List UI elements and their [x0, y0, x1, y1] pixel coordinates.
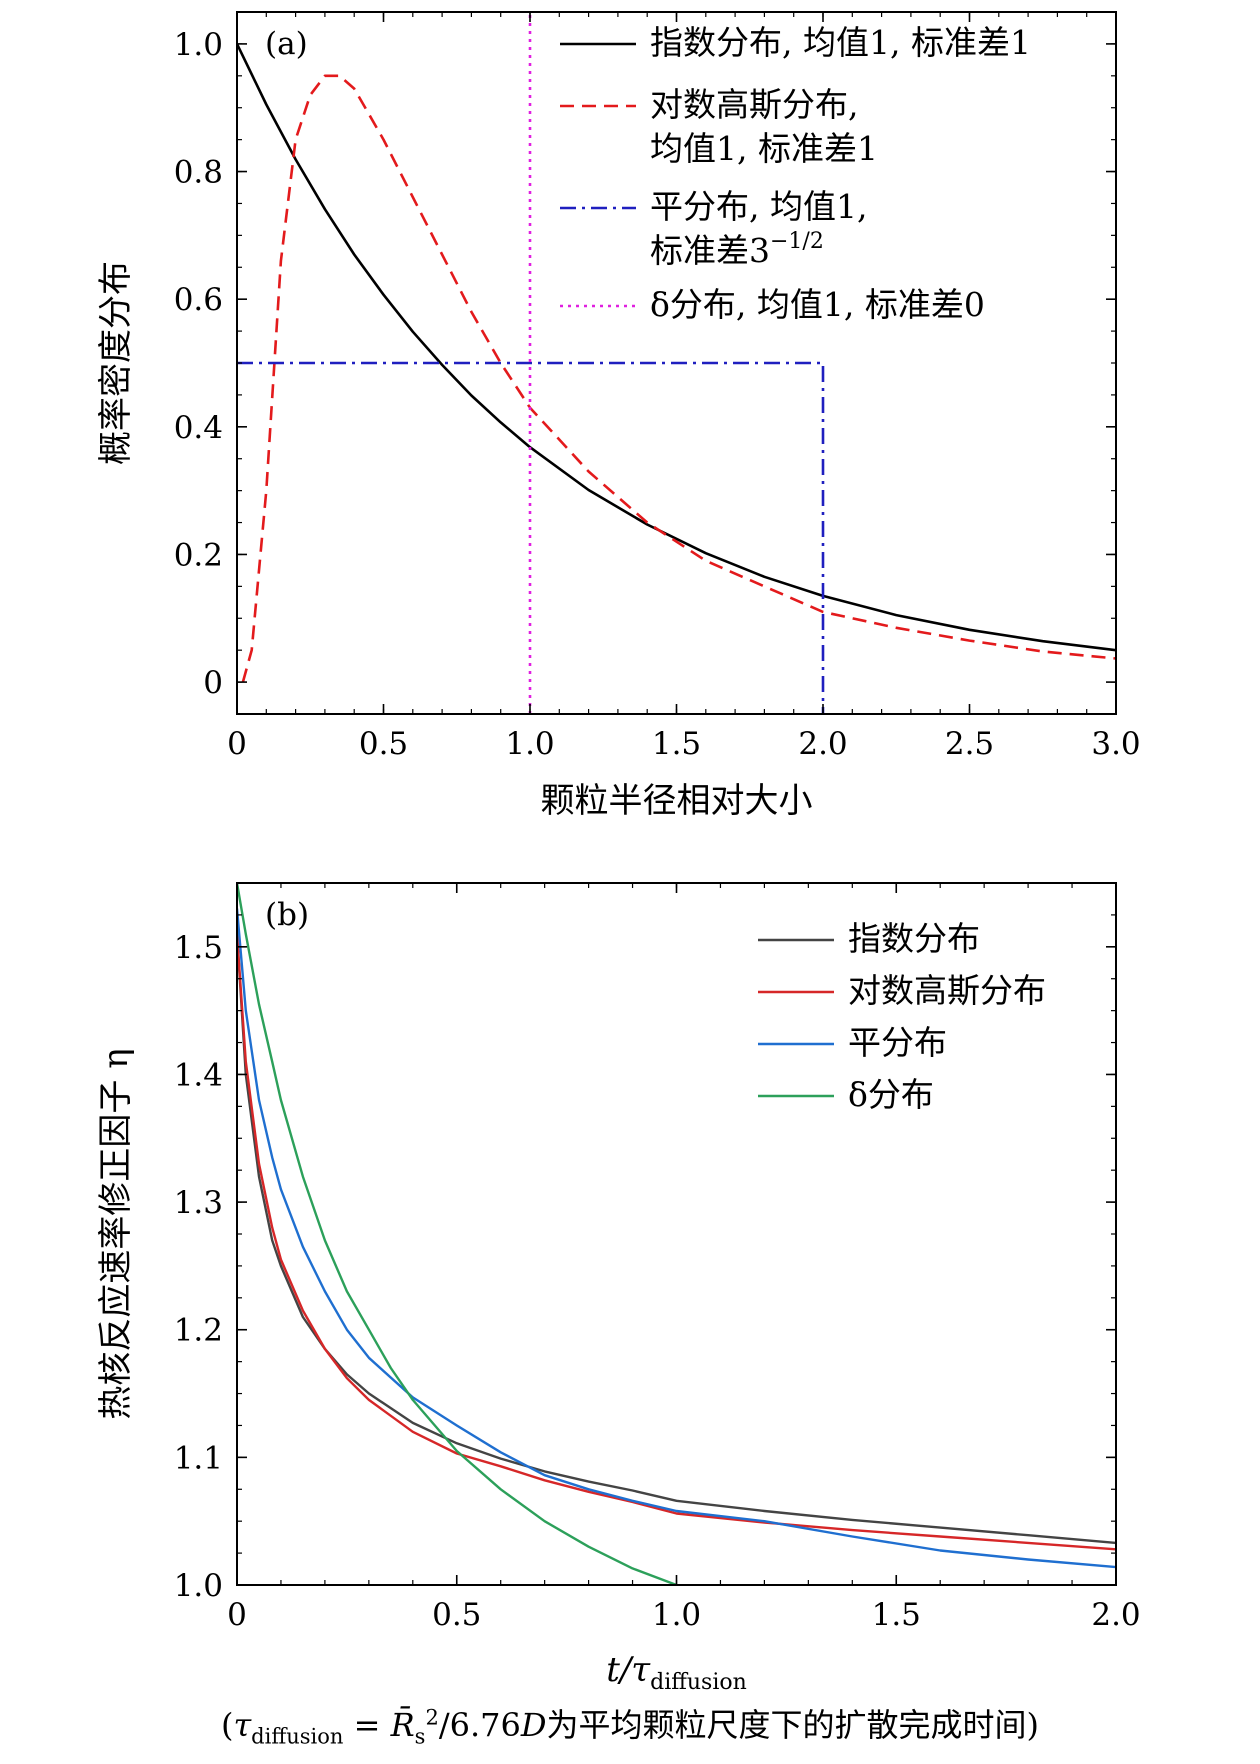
y-tick-label: 1.5 — [174, 930, 223, 966]
series-line-2 — [237, 361, 825, 714]
legend-label-3: δ分布 — [848, 1075, 934, 1114]
series-line-0 — [237, 934, 1116, 1545]
y-tick-label: 1.0 — [174, 1568, 223, 1604]
y-tick-label: 1.1 — [174, 1440, 223, 1476]
series-line-1 — [237, 934, 1116, 1551]
series-line-0 — [237, 43, 1116, 652]
x-tick-label: 1.0 — [505, 726, 554, 762]
panel-label: (b) — [265, 897, 309, 933]
series-line-2 — [237, 908, 1116, 1569]
x-tick-label: 0 — [227, 726, 247, 762]
legend-label-1: 对数高斯分布, — [650, 85, 859, 124]
figure-caption: (τdiffusion = R̄s2/6.76D为平均颗粒尺度下的扩散完成时间) — [0, 1700, 1260, 1748]
legend-sup: −1/2 — [770, 229, 824, 254]
legend-label-2: 平分布, 均值1, — [650, 187, 867, 226]
legend-label-0: 指数分布 — [848, 919, 980, 958]
x-axis-title-main: t/τ — [606, 1650, 651, 1690]
panel-b: 0 0.5 1.0 1.5 2.0 1.0 1.1 1.2 1.3 1.4 1.5 (b) 热核反应速率… — [96, 882, 1141, 1695]
y-tick-label: 0.8 — [174, 155, 223, 191]
x-tick-label: 0.5 — [359, 726, 408, 762]
x-tick-label: 1.0 — [652, 1597, 701, 1633]
x-tick-label: 3.0 — [1091, 726, 1140, 762]
caption-tau: τ — [233, 1706, 252, 1744]
y-axis-title: 概率密度分布 — [96, 261, 136, 465]
x-axis-title: t/τdiffusion — [606, 1650, 747, 1695]
y-tick-label: 0 — [203, 665, 223, 701]
legend-label-2: 标准差3−1/2 — [650, 229, 824, 270]
x-tick-label: 2.5 — [945, 726, 994, 762]
legend-label-1: 均值1, 标准差1 — [650, 129, 878, 168]
caption-open: ( — [220, 1706, 234, 1744]
caption-cn: 为平均颗粒尺度下的扩散完成时间) — [546, 1706, 1040, 1744]
caption-r-sub: s — [414, 1724, 426, 1749]
caption-rest: /6.76 — [438, 1706, 521, 1744]
caption-r-sup: 2 — [425, 1705, 439, 1730]
caption-d: D — [520, 1706, 547, 1744]
x-axis-title: 颗粒半径相对大小 — [541, 781, 813, 821]
y-tick-label: 1.0 — [174, 27, 223, 63]
caption-eq: = — [343, 1706, 391, 1744]
y-tick-label: 1.3 — [174, 1185, 223, 1221]
legend-label-2: 平分布 — [848, 1023, 947, 1062]
legend-label-1: 对数高斯分布 — [848, 971, 1046, 1010]
y-tick-label: 0.2 — [174, 537, 223, 573]
x-tick-label: 2.0 — [1091, 1597, 1140, 1633]
y-axis-title: 热核反应速率修正因子 η — [96, 1048, 136, 1419]
caption-r: R̄ — [390, 1706, 415, 1744]
legend-label-3: δ分布, 均值1, 标准差0 — [650, 285, 985, 324]
series-line-1 — [241, 74, 1116, 683]
x-tick-label: 1.5 — [652, 726, 701, 762]
panel-a: 0 0.5 1.0 1.5 2.0 2.5 3.0 0 0.2 0.4 0.6 0.8 1.0 (a) 概率… — [96, 11, 1141, 821]
series-line-3 — [237, 883, 677, 1585]
x-tick-label: 0.5 — [432, 1597, 481, 1633]
x-axis-title-sub: diffusion — [650, 1670, 747, 1695]
y-tick-label: 0.4 — [174, 410, 223, 446]
y-tick-label: 0.6 — [174, 282, 223, 318]
x-tick-label: 2.0 — [798, 726, 847, 762]
x-tick-label: 1.5 — [872, 1597, 921, 1633]
panel-label: (a) — [265, 26, 308, 62]
x-tick-label: 0 — [227, 1597, 247, 1633]
y-tick-label: 1.2 — [174, 1313, 223, 1349]
figure: 0 0.5 1.0 1.5 2.0 2.5 3.0 0 0.2 0.4 0.6 0.8 1.0 (a) 概率… — [96, 11, 1141, 1695]
legend-label-0: 指数分布, 均值1, 标准差1 — [650, 23, 1031, 62]
y-tick-label: 1.4 — [174, 1057, 223, 1093]
caption-tau-sub: diffusion — [251, 1724, 344, 1749]
